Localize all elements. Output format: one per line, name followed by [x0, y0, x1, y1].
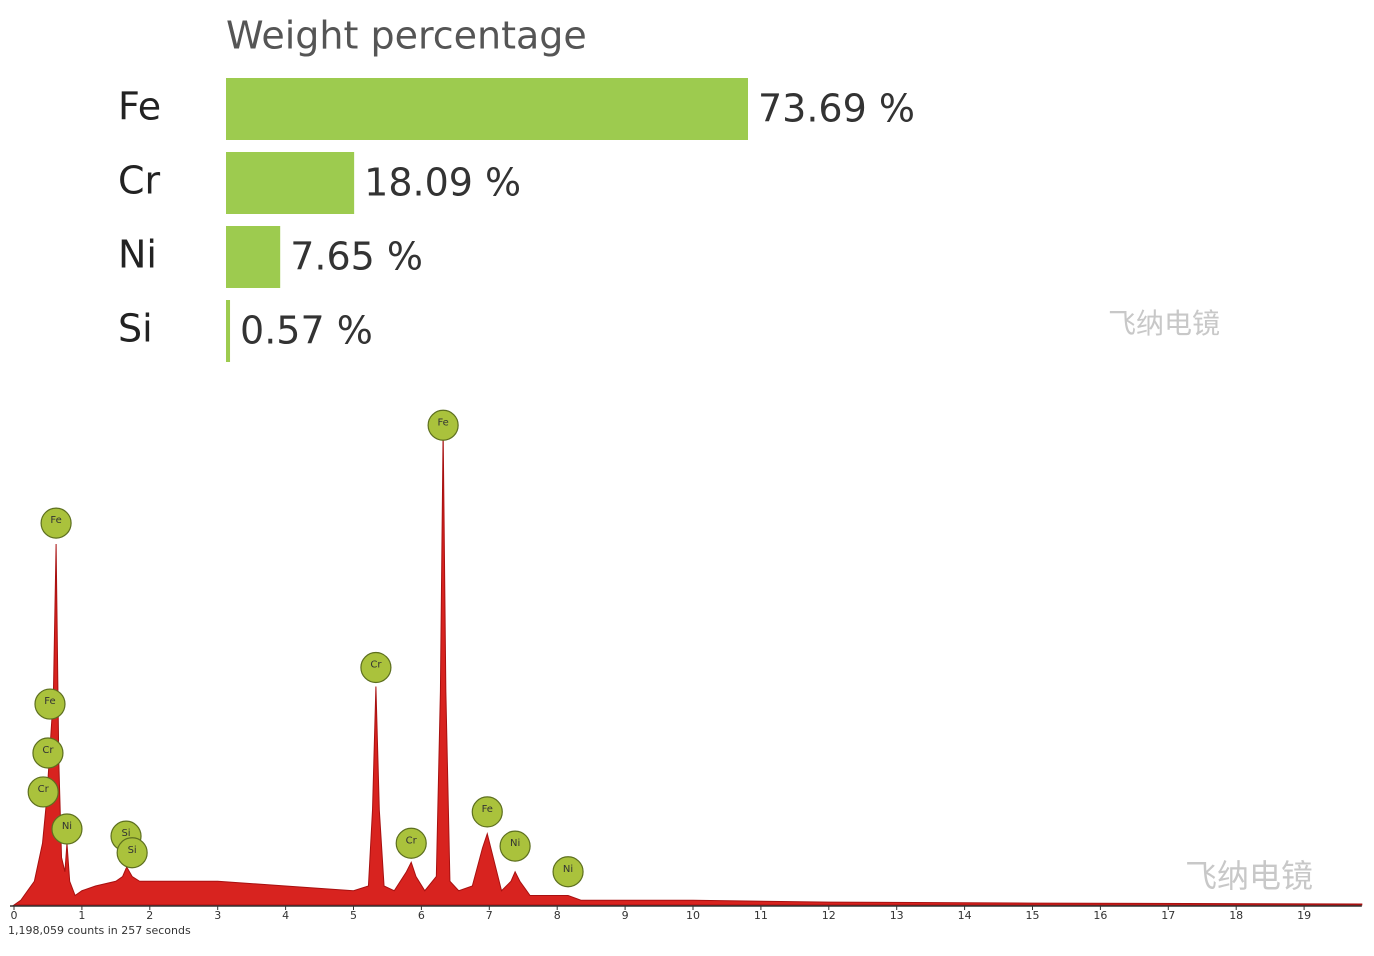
x-tick-label: 17 [1161, 909, 1175, 922]
peak-marker [427, 409, 459, 441]
value-label: 73.69 % [758, 87, 915, 131]
peak-label: Si [128, 845, 137, 856]
peak-marker [51, 813, 83, 845]
peak-marker [116, 837, 148, 869]
value-label: 0.57 % [240, 309, 373, 353]
category-label: Si [118, 307, 153, 351]
x-tick-label: 16 [1093, 909, 1107, 922]
peak-label: Cr [38, 784, 50, 795]
peak-marker [40, 507, 72, 539]
peak-label: Fe [44, 696, 55, 707]
peak-label: Ni [563, 864, 573, 875]
peak-marker [552, 856, 584, 888]
x-tick-label: 9 [622, 909, 629, 922]
bar [226, 152, 355, 214]
bar [226, 300, 231, 362]
x-tick-label: 1 [78, 909, 85, 922]
peak-marker [34, 688, 66, 720]
watermark: 飞纳电镜 [1185, 857, 1313, 895]
value-label: 7.65 % [290, 235, 423, 279]
peak-marker [32, 737, 64, 769]
peak-label: Si [121, 828, 130, 839]
x-tick-label: 2 [146, 909, 153, 922]
category-label: Fe [118, 85, 161, 129]
x-tick-label: 3 [214, 909, 221, 922]
x-tick-label: 6 [418, 909, 425, 922]
peak-marker [471, 796, 503, 828]
x-tick-label: 5 [350, 909, 357, 922]
x-tick-label: 13 [890, 909, 904, 922]
category-label: Cr [118, 159, 161, 203]
peak-marker [499, 830, 531, 862]
peak-label: Ni [510, 838, 520, 849]
x-tick-label: 15 [1026, 909, 1040, 922]
x-tick-label: 11 [754, 909, 768, 922]
peak-label: Cr [42, 745, 54, 756]
peak-label: Cr [406, 835, 418, 846]
chart-title: Weight percentage [226, 14, 587, 58]
bar [226, 78, 748, 140]
peak-marker [360, 651, 392, 684]
value-label: 18.09 % [364, 161, 521, 205]
peak-marker [395, 827, 427, 859]
x-tick-label: 19 [1297, 909, 1311, 922]
peak-label: Fe [437, 417, 448, 428]
peak-label: Fe [482, 804, 493, 815]
spectrum [12, 429, 1363, 906]
peak-marker [27, 776, 59, 808]
x-tick-label: 12 [822, 909, 836, 922]
count-note: 1,198,059 counts in 257 seconds [8, 924, 191, 937]
x-tick-label: 8 [554, 909, 561, 922]
peak-label: Cr [370, 660, 382, 671]
peak-label: Fe [50, 515, 61, 526]
x-tick-label: 18 [1229, 909, 1243, 922]
bar [226, 226, 281, 288]
x-tick-label: 14 [958, 909, 972, 922]
x-tick-label: 4 [282, 909, 289, 922]
x-tick-label: 0 [11, 909, 18, 922]
x-tick-label: 7 [486, 909, 493, 922]
peak-label: Ni [62, 821, 72, 832]
x-tick-label: 10 [686, 909, 700, 922]
category-label: Ni [118, 233, 157, 277]
watermark: 飞纳电镜 [1108, 307, 1220, 340]
